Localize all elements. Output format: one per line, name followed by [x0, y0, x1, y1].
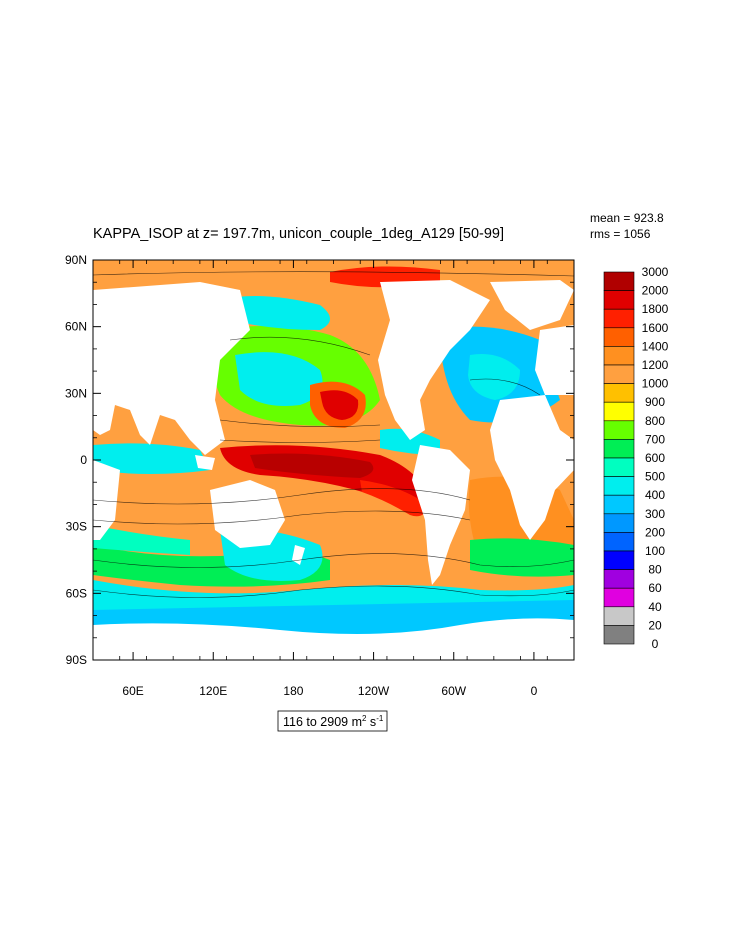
lat-axis: 90N 60N 30N 0 30S 60S 90S: [65, 253, 574, 667]
lat-tick-label: 60S: [66, 586, 87, 600]
colorbar-swatch: [603, 420, 635, 440]
colorbar-label: 900: [645, 395, 665, 409]
colorbar-label: 3000: [642, 265, 669, 279]
colorbar-label: 100: [645, 544, 665, 558]
colorbar-label: 200: [645, 525, 665, 539]
colorbar-swatch: [603, 439, 635, 459]
colorbar-label: 800: [645, 414, 665, 428]
colorbar-swatch: [603, 513, 635, 533]
colorbar-label: 1200: [642, 358, 669, 372]
colorbar-label: 600: [645, 451, 665, 465]
colorbar-swatch: [603, 569, 635, 589]
colorbar-swatch: [603, 346, 635, 366]
colorbar-swatch: [603, 587, 635, 608]
colorbar-swatch: [603, 290, 635, 310]
range-label-box: 116 to 2909 m2 s-1: [277, 710, 388, 732]
plot-title: KAPPA_ISOP at z= 197.7m, unicon_couple_1…: [93, 226, 504, 242]
contour-lines: [93, 271, 574, 598]
range-label: 116 to 2909 m2 s-1: [283, 714, 384, 729]
lat-tick-label: 30N: [65, 386, 87, 400]
colorbar-label: 400: [645, 488, 665, 502]
lon-tick-label: 120E: [199, 684, 227, 698]
lon-tick-label: 120W: [358, 684, 390, 698]
land-mask: [93, 280, 574, 660]
colorbar-label: 1600: [642, 321, 669, 335]
colorbar-label: 1400: [642, 339, 669, 353]
colorbar-label: 300: [645, 507, 665, 521]
colorbar-label: 500: [645, 470, 665, 484]
colorbar-label: 80: [648, 563, 662, 577]
lon-tick-label: 60E: [122, 684, 143, 698]
mean-stat: mean = 923.8: [590, 211, 664, 225]
colorbar-label: 40: [648, 600, 662, 614]
map-field: [93, 260, 574, 660]
colorbar-swatch: [603, 476, 635, 496]
lat-tick-label: 60N: [65, 320, 87, 334]
colorbar-swatch: [603, 494, 635, 515]
rms-stat: rms = 1056: [590, 227, 651, 241]
lon-axis: 60E 120E 180 120W 60W 0: [92, 260, 575, 698]
colorbar-swatch: [603, 364, 635, 384]
colorbar-swatch: [603, 550, 635, 570]
colorbar-swatch: [603, 606, 635, 626]
colorbar-swatch: [603, 625, 635, 645]
lat-tick-label: 0: [80, 453, 87, 467]
colorbar-label: 1800: [642, 302, 669, 316]
colorbar-swatch: [603, 532, 635, 552]
colorbar-swatch: [603, 308, 635, 329]
colorbar-label: 20: [648, 618, 662, 632]
colorbar-label: 2000: [642, 284, 669, 298]
colorbar-label: 60: [648, 581, 662, 595]
lon-tick-label: 60W: [441, 684, 466, 698]
colorbar-swatch: [603, 383, 635, 403]
colorbar-swatch: [603, 327, 635, 347]
lat-tick-label: 90N: [65, 253, 87, 267]
colorbar-label: 1000: [642, 377, 669, 391]
colorbar-label: 0: [652, 637, 659, 651]
lon-tick-label: 180: [283, 684, 303, 698]
lat-tick-label: 90S: [66, 653, 87, 667]
colorbar-swatch: [603, 457, 635, 477]
colorbar-swatch: [603, 401, 635, 422]
colorbar: 3000200018001600140012001000900800700600…: [603, 265, 669, 651]
colorbar-swatch: [603, 271, 635, 291]
colorbar-label: 700: [645, 432, 665, 446]
lat-tick-label: 30S: [66, 520, 87, 534]
lon-tick-label: 0: [531, 684, 538, 698]
